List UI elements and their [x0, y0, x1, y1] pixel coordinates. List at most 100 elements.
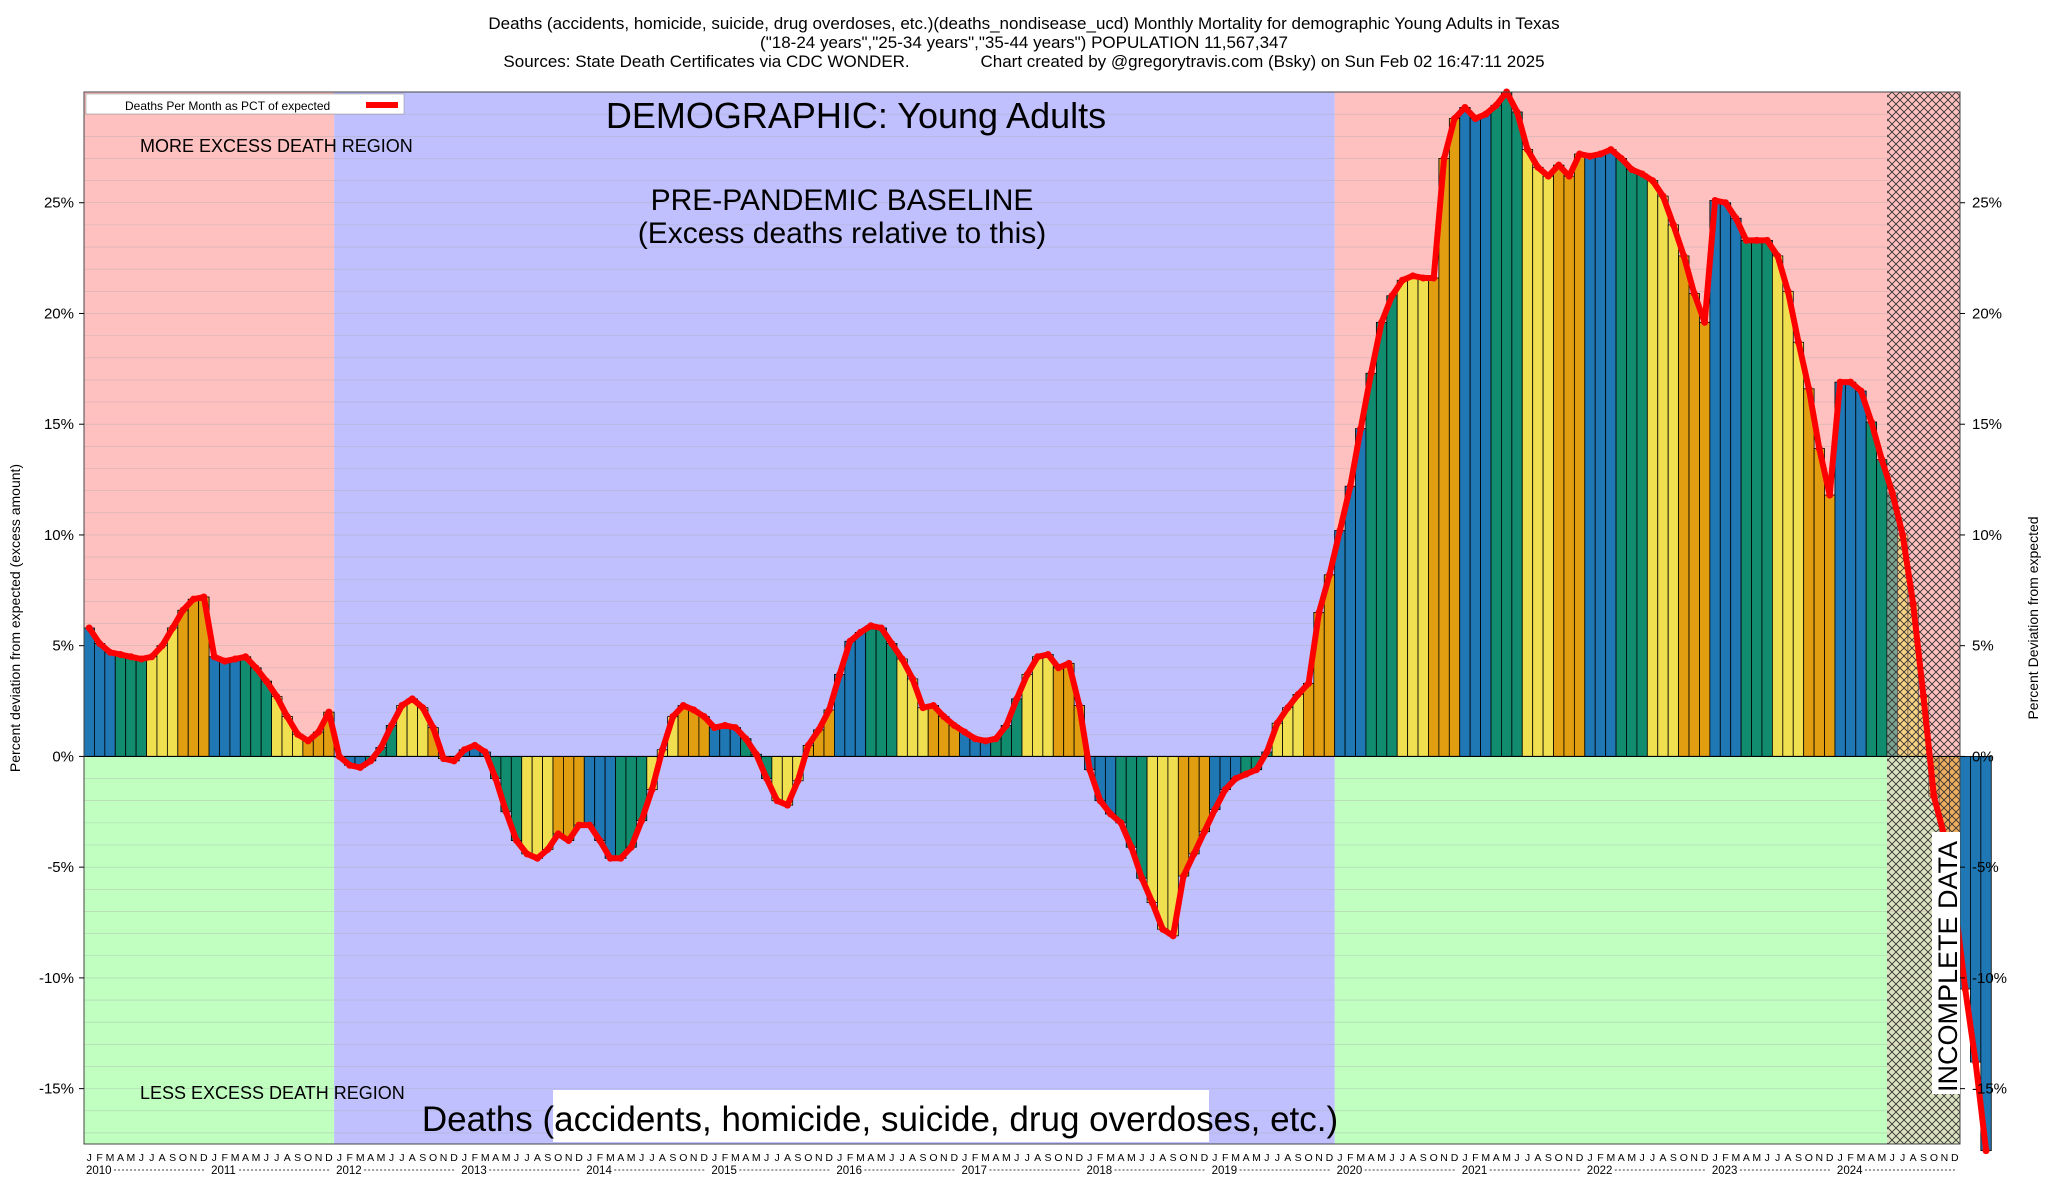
x-month-label: N [565, 1152, 573, 1164]
x-month-label: N [815, 1152, 823, 1164]
bar [1636, 173, 1648, 757]
trend-point [836, 670, 844, 678]
trend-point [627, 843, 635, 851]
bar [1490, 104, 1502, 757]
bar [708, 727, 721, 757]
x-month-label: A [409, 1152, 416, 1164]
bar [1876, 459, 1888, 757]
trend-point [1920, 693, 1928, 701]
trend-point [971, 735, 979, 743]
trend-point [919, 704, 927, 712]
bar [854, 631, 867, 757]
trend-point [1544, 172, 1552, 180]
bar [104, 651, 116, 757]
bar [886, 643, 898, 757]
bar [1459, 107, 1471, 757]
trend-point [690, 706, 698, 714]
trend-point [961, 728, 969, 736]
x-month-label: N [1315, 1152, 1323, 1164]
x-month-label: J [1890, 1152, 1895, 1164]
x-month-label: A [159, 1152, 166, 1164]
trend-point [492, 775, 500, 783]
x-month-label: O [554, 1152, 562, 1164]
trend-point [1961, 985, 1969, 993]
trend-point [1190, 850, 1198, 858]
trend-point [898, 655, 906, 663]
bar [1594, 153, 1607, 757]
trend-point [1325, 571, 1333, 579]
x-month-label: S [169, 1152, 176, 1164]
trend-point [1638, 170, 1646, 178]
x-month-label: J [1775, 1152, 1780, 1164]
x-month-label: F [347, 1152, 353, 1164]
x-month-label: J [1712, 1152, 1717, 1164]
x-month-label: A [242, 1152, 249, 1164]
y-axis-right-label: Percent Deviation from expected [2025, 516, 2041, 719]
x-month-label: M [1481, 1152, 1490, 1164]
trend-point [669, 713, 677, 721]
bar [260, 680, 272, 757]
trend-point [210, 653, 218, 661]
trend-point [763, 775, 771, 783]
trend-point [856, 628, 864, 636]
x-month-label: D [575, 1152, 583, 1164]
bar [1824, 494, 1836, 757]
bar [531, 756, 543, 859]
bar [615, 756, 627, 859]
x-month-label: J [1650, 1152, 1655, 1164]
bar [208, 656, 220, 757]
trend-point [1117, 819, 1125, 827]
incomplete-data-text: INCOMPLETE DATA [1933, 841, 1963, 1092]
bar [1115, 756, 1127, 824]
trend-point [221, 657, 229, 665]
x-year-label: 2014 [586, 1165, 612, 1177]
x-year-label: 2020 [1337, 1165, 1363, 1177]
y-tick-label: 5% [52, 638, 74, 655]
bar [94, 643, 106, 757]
x-month-label: J [337, 1152, 342, 1164]
trend-point [408, 695, 416, 703]
y-tick-label: 25% [44, 195, 74, 212]
trend-point [200, 593, 208, 601]
x-month-label: J [1639, 1152, 1644, 1164]
x-month-label: J [1900, 1152, 1905, 1164]
trend-point [262, 677, 270, 685]
trend-point [784, 801, 791, 809]
x-month-label: M [1502, 1152, 1511, 1164]
trend-point [387, 721, 395, 729]
trend-point [169, 624, 177, 632]
bar [1855, 390, 1867, 757]
trend-point [398, 701, 406, 709]
trend-point [1346, 482, 1354, 490]
bar [83, 627, 95, 757]
x-month-label: J [149, 1152, 154, 1164]
trend-point [1794, 338, 1802, 346]
trend-point [1357, 425, 1365, 433]
x-month-label: D [1576, 1152, 1584, 1164]
trend-point [1419, 274, 1427, 282]
bar [114, 654, 127, 757]
x-month-label: O [1430, 1152, 1438, 1164]
x-month-label: D [1076, 1152, 1084, 1164]
trend-point [721, 721, 729, 729]
x-month-label: D [1701, 1152, 1709, 1164]
x-month-label: A [1785, 1152, 1792, 1164]
bar [688, 709, 700, 757]
bar [1563, 175, 1575, 757]
trend-point [679, 701, 687, 709]
x-month-label: N [1816, 1152, 1824, 1164]
trend-point [1722, 199, 1729, 207]
x-month-label: F [1847, 1152, 1853, 1164]
trend-point [1899, 531, 1907, 539]
bar [1428, 277, 1440, 757]
x-month-label: M [1877, 1152, 1886, 1164]
x-month-label: M [1857, 1152, 1866, 1164]
trend-point [606, 854, 614, 862]
x-month-label: J [462, 1152, 467, 1164]
x-month-label: A [1368, 1152, 1375, 1164]
x-month-label: J [274, 1152, 279, 1164]
trend-point [1034, 653, 1042, 661]
x-month-label: A [784, 1152, 791, 1164]
